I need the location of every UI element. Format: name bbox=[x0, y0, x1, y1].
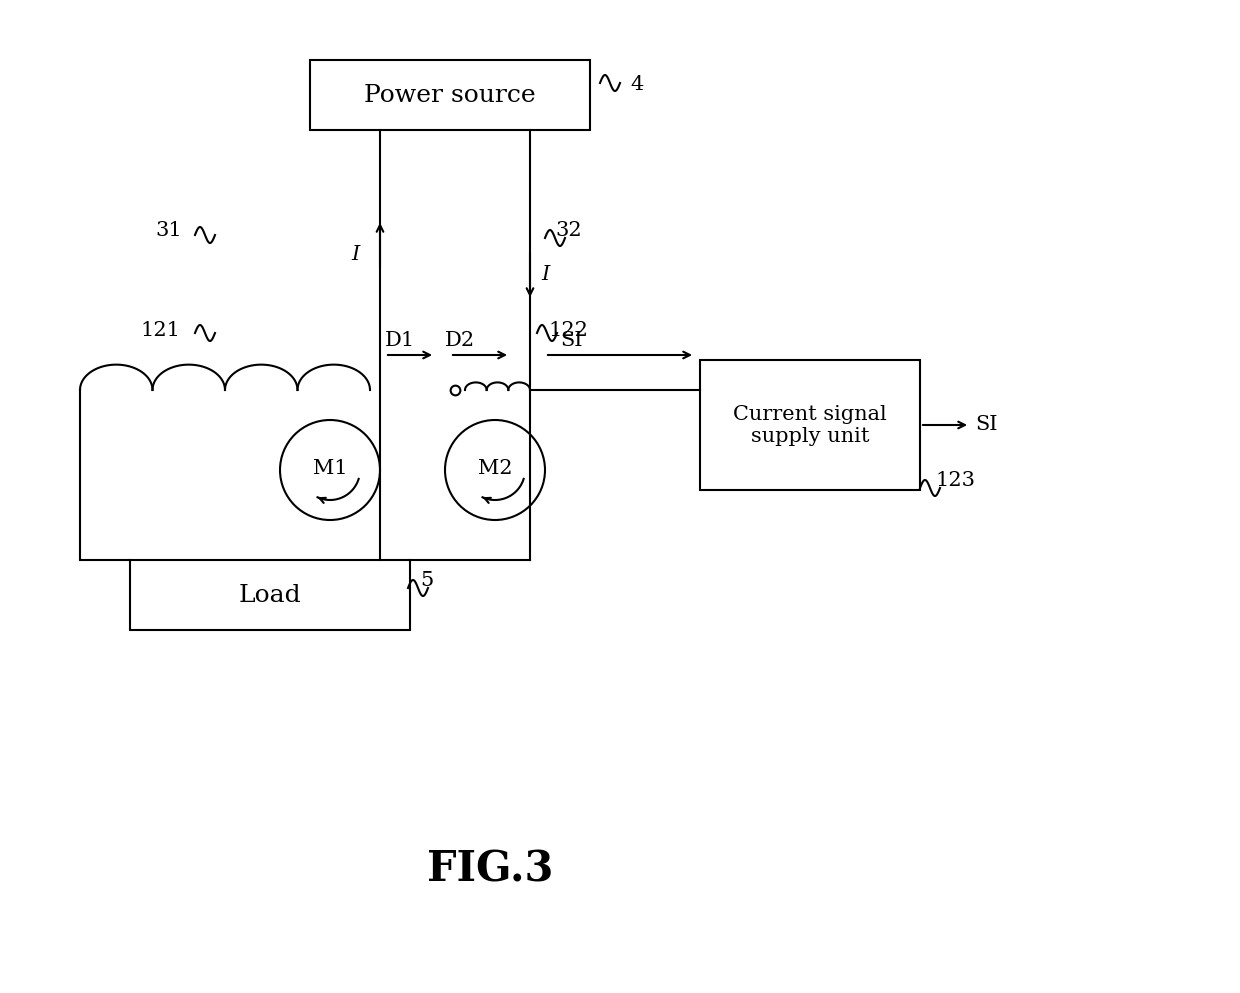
Text: 121: 121 bbox=[140, 321, 180, 340]
Text: FIG.3: FIG.3 bbox=[427, 849, 553, 891]
Text: 4: 4 bbox=[630, 75, 644, 94]
Text: M1: M1 bbox=[312, 459, 347, 478]
Text: 123: 123 bbox=[935, 471, 975, 490]
Text: D2: D2 bbox=[445, 331, 475, 350]
Text: 122: 122 bbox=[548, 321, 588, 340]
Text: 5: 5 bbox=[420, 571, 433, 590]
Text: I: I bbox=[541, 265, 549, 285]
Text: SI: SI bbox=[975, 415, 997, 435]
Text: 32: 32 bbox=[556, 220, 582, 239]
Text: D1: D1 bbox=[384, 331, 415, 350]
Bar bbox=[310, 60, 590, 130]
Text: Load: Load bbox=[238, 584, 301, 607]
Bar bbox=[701, 360, 920, 490]
Text: M2: M2 bbox=[477, 459, 512, 478]
Text: SI: SI bbox=[560, 331, 583, 350]
Text: Current signal
supply unit: Current signal supply unit bbox=[733, 404, 887, 446]
Text: I: I bbox=[351, 245, 360, 264]
Text: 31: 31 bbox=[155, 220, 182, 239]
Text: Power source: Power source bbox=[365, 83, 536, 106]
Bar bbox=[130, 560, 410, 630]
